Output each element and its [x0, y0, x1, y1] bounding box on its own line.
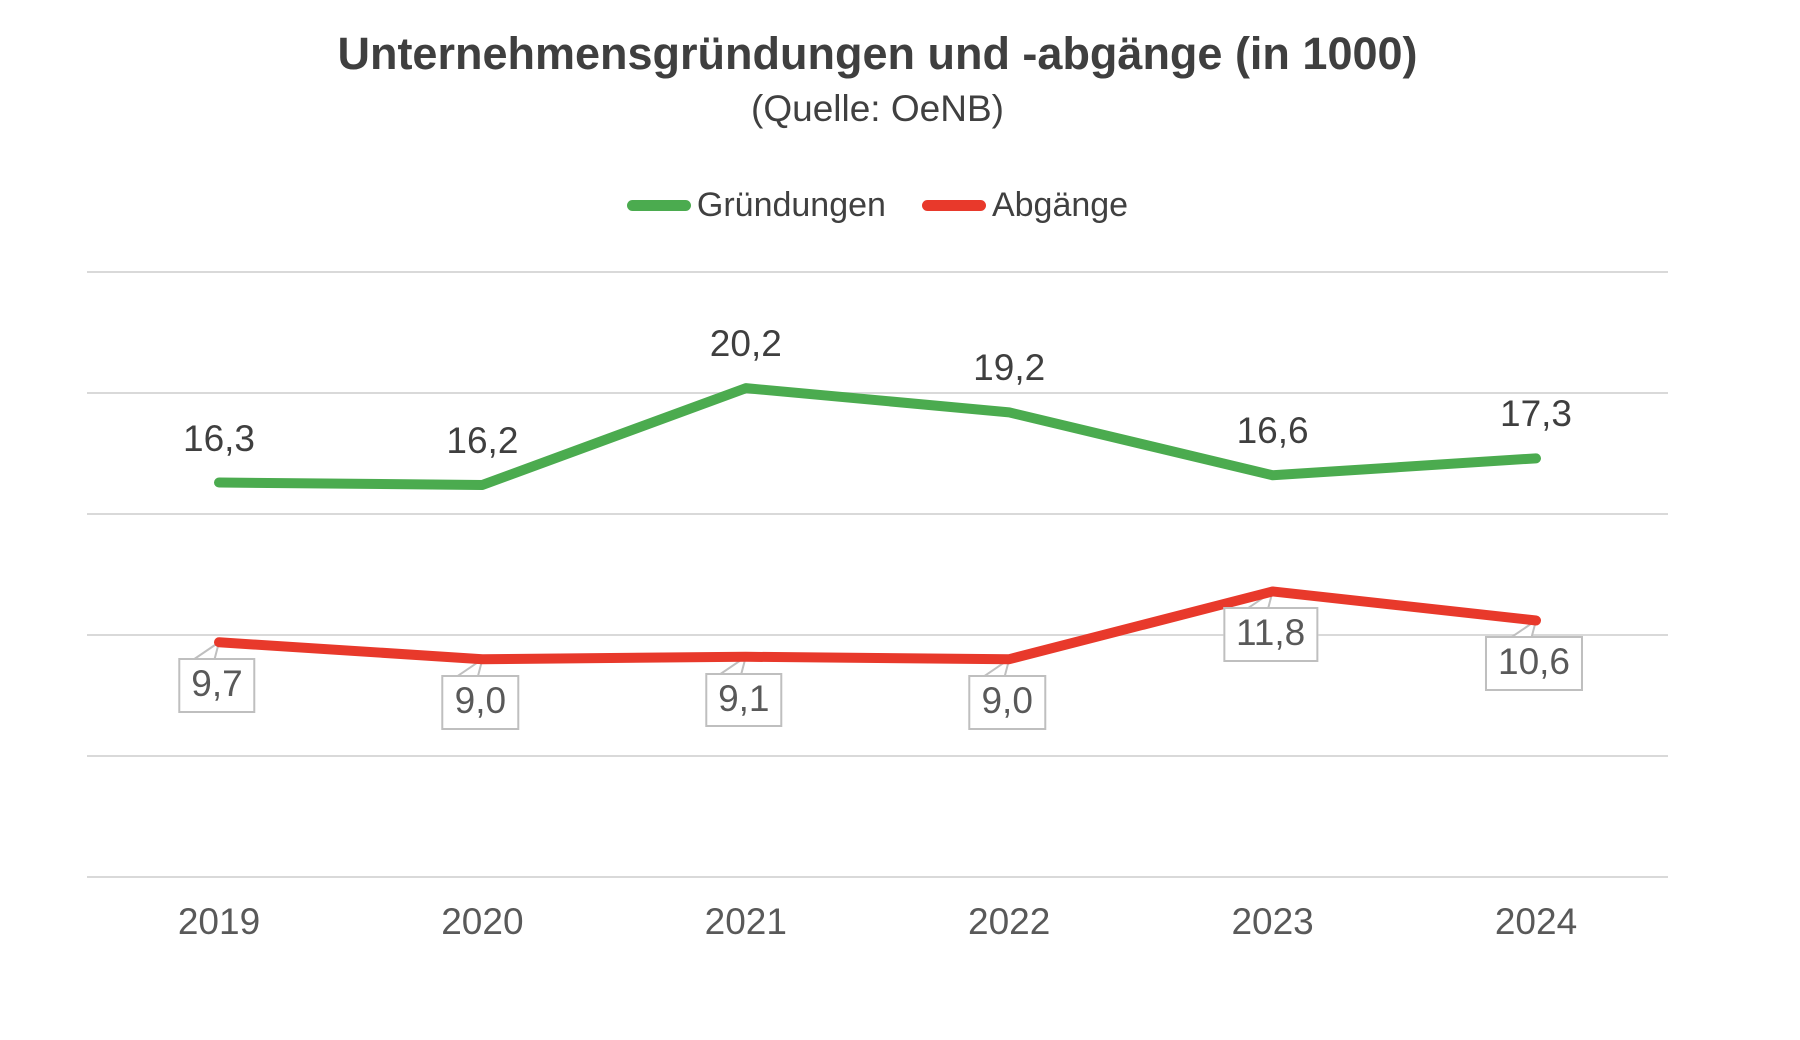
data-label-gründungen: 20,2	[709, 323, 782, 365]
abgaenge-line-swatch-icon	[921, 200, 986, 211]
callout-label-abgänge: 11,8	[1222, 607, 1319, 662]
legend-label-gruendungen: Gründungen	[696, 186, 886, 224]
callout-label-abgänge: 9,7	[178, 658, 256, 713]
series-line-gründungen	[214, 383, 1541, 490]
data-label-gründungen: 19,2	[973, 347, 1046, 389]
data-label-gründungen: 16,6	[1236, 410, 1309, 452]
gruendungen-line-swatch-icon	[626, 200, 691, 211]
series-line-abgänge	[214, 586, 1541, 665]
callout-label-abgänge: 9,0	[968, 675, 1046, 730]
chart-subtitle: (Quelle: OeNB)	[751, 88, 1004, 129]
x-axis-label: 2021	[704, 901, 787, 942]
x-axis-label: 2020	[441, 901, 524, 942]
x-axis-label: 2024	[1494, 901, 1578, 942]
callout-label-abgänge: 10,6	[1484, 636, 1584, 692]
x-axis-label: 2022	[968, 901, 1051, 942]
legend-label-abgaenge: Abgänge	[991, 186, 1129, 224]
x-axis-label: 2019	[177, 901, 261, 942]
legend-item-abgaenge: Abgänge	[921, 186, 1129, 225]
data-label-gründungen: 17,3	[1499, 393, 1573, 435]
callout-label-abgänge: 9,1	[705, 672, 783, 728]
data-label-gründungen: 16,3	[182, 417, 256, 459]
callout-label-abgänge: 9,0	[441, 675, 520, 730]
data-label-gründungen: 16,2	[446, 419, 519, 461]
legend-item-gruendungen: Gründungen	[626, 186, 886, 225]
legend: Gründungen Abgänge	[87, 186, 1668, 225]
x-axis-label: 2023	[1231, 901, 1314, 942]
chart-title: Unternehmensgründungen und -abgänge (in …	[337, 28, 1418, 79]
